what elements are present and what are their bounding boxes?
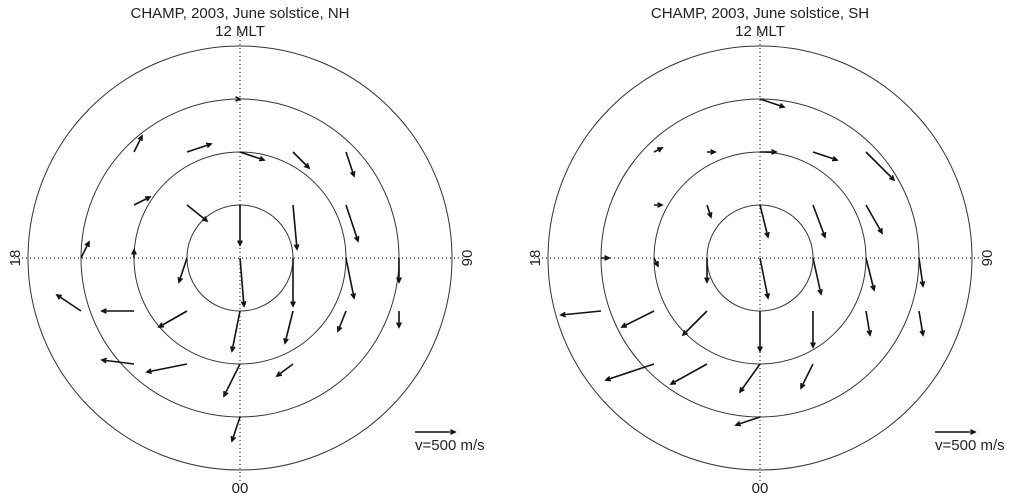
reference-arrow xyxy=(415,429,457,435)
velocity-arrow xyxy=(918,257,926,288)
velocity-arrow xyxy=(759,257,771,300)
velocity-arrow xyxy=(759,98,786,109)
velocity-arrow xyxy=(345,257,357,300)
velocity-arrow xyxy=(177,257,188,284)
velocity-arrow xyxy=(601,255,611,261)
velocity-arrow xyxy=(396,258,402,284)
velocity-arrow xyxy=(757,311,763,353)
velocity-arrow xyxy=(865,151,896,182)
velocity-arrow xyxy=(620,310,655,328)
velocity-arrow xyxy=(100,357,135,365)
top-label: 12 MLT xyxy=(735,23,785,40)
velocity-arrow xyxy=(669,363,708,385)
reference-label: v=500 m/s xyxy=(935,437,1005,454)
velocity-arrow xyxy=(55,293,82,312)
velocity-arrow xyxy=(80,240,90,259)
velocity-arrow xyxy=(145,363,188,375)
velocity-arrow xyxy=(292,204,300,251)
left-label: 18 xyxy=(7,250,24,267)
panel-title: CHAMP, 2003, June solstice, SH xyxy=(651,5,869,22)
velocity-arrow xyxy=(290,258,296,308)
velocity-arrow xyxy=(653,147,664,153)
velocity-arrow xyxy=(653,257,659,268)
velocity-arrow xyxy=(707,149,717,155)
velocity-arrow xyxy=(237,205,243,247)
velocity-arrow xyxy=(239,257,247,308)
panel-title: CHAMP, 2003, June solstice, NH xyxy=(131,5,350,22)
velocity-arrow xyxy=(681,310,708,337)
velocity-arrow xyxy=(812,257,823,296)
velocity-arrow xyxy=(865,204,883,235)
velocity-arrow xyxy=(812,204,827,239)
velocity-arrow xyxy=(734,416,761,427)
velocity-arrow xyxy=(810,311,816,349)
velocity-arrow xyxy=(230,416,241,443)
velocity-arrow xyxy=(133,134,143,153)
left-label: 18 xyxy=(527,250,544,267)
velocity-arrow xyxy=(229,310,241,353)
velocity-arrow xyxy=(345,151,356,178)
velocity-arrow xyxy=(345,204,360,243)
velocity-arrow xyxy=(131,248,137,258)
velocity-arrow xyxy=(133,196,152,206)
velocity-arrow xyxy=(704,258,710,284)
velocity-arrow xyxy=(865,257,876,292)
top-label: 12 MLT xyxy=(215,23,265,40)
velocity-arrow xyxy=(559,310,602,318)
outer-ring xyxy=(547,45,973,471)
velocity-arrow xyxy=(100,308,134,314)
bottom-label: 00 xyxy=(752,480,769,497)
velocity-arrow xyxy=(800,363,814,390)
velocity-arrow xyxy=(223,363,241,398)
velocity-arrow xyxy=(396,311,402,329)
velocity-arrow xyxy=(292,151,311,170)
velocity-arrow xyxy=(760,149,778,155)
velocity-arrow xyxy=(239,151,266,162)
reference-label: v=500 m/s xyxy=(415,437,485,454)
velocity-arrow xyxy=(186,142,213,153)
velocity-arrow xyxy=(157,310,188,328)
velocity-arrow xyxy=(738,363,761,394)
right-label: 06 xyxy=(978,250,995,267)
velocity-arrow xyxy=(759,204,770,239)
velocity-arrow xyxy=(336,310,347,333)
velocity-arrow xyxy=(865,310,873,337)
velocity-arrow xyxy=(812,151,839,162)
velocity-arrow xyxy=(186,204,209,223)
bottom-label: 00 xyxy=(232,480,249,497)
velocity-arrow xyxy=(283,310,294,345)
velocity-arrow xyxy=(706,204,713,219)
velocity-arrow xyxy=(275,363,294,378)
reference-arrow xyxy=(935,429,977,435)
velocity-arrow xyxy=(654,202,664,208)
velocity-arrow xyxy=(235,96,242,102)
velocity-arrow xyxy=(604,363,655,382)
velocity-arrow xyxy=(918,310,926,337)
right-label: 06 xyxy=(458,250,475,267)
outer-ring xyxy=(27,45,453,471)
